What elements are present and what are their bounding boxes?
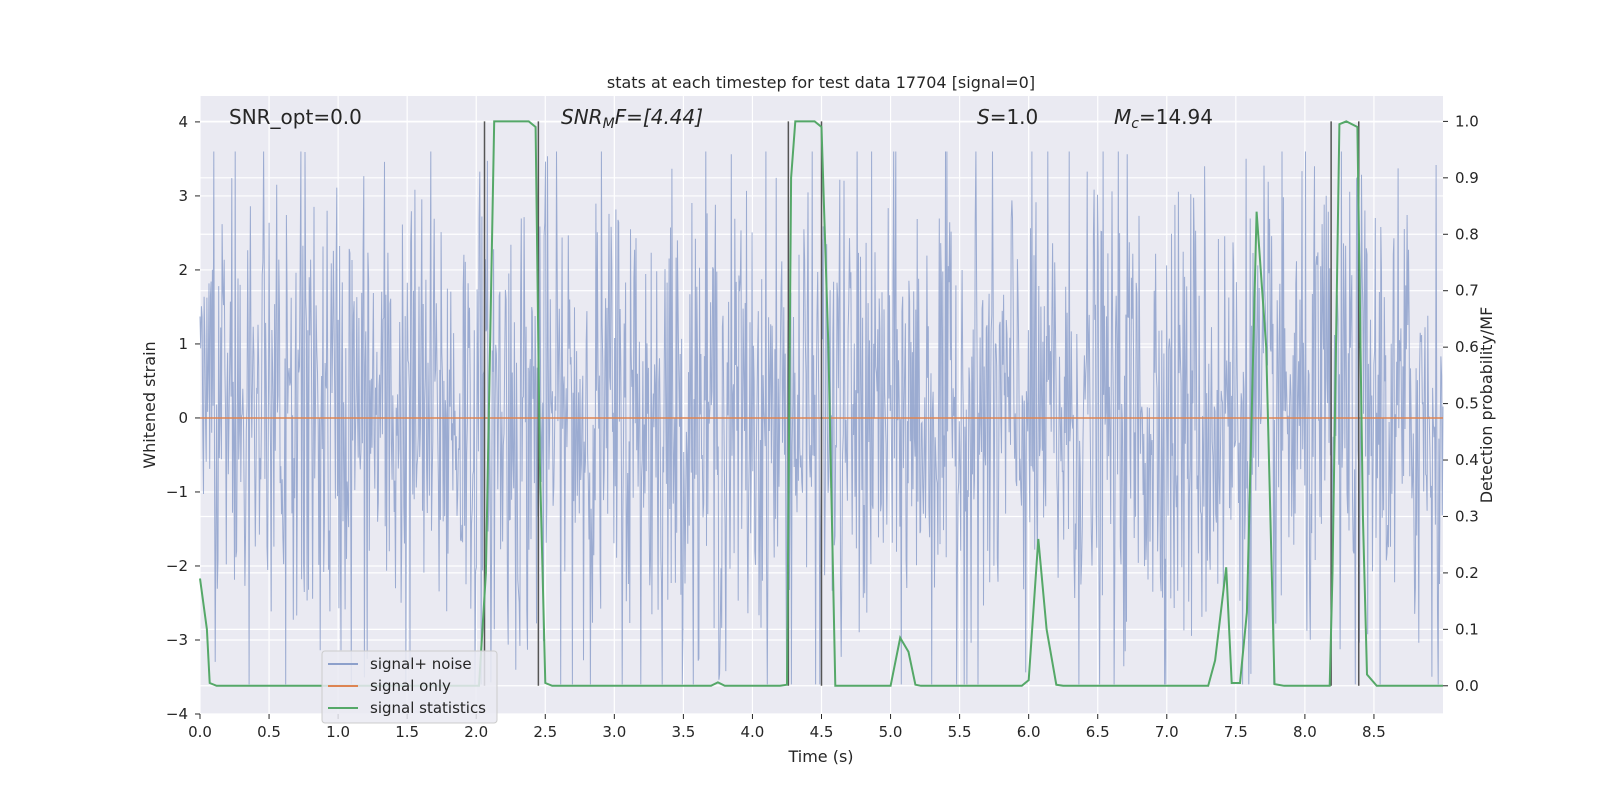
legend-label-signal-statistics: signal statistics <box>370 699 486 717</box>
y-right-tick-label: 1.0 <box>1455 112 1479 130</box>
y-left-tick-labels: 4 3 2 1 0 −1 −2 −3 −4 <box>166 113 200 723</box>
legend: signal+ noise signal only signal statist… <box>321 650 498 724</box>
x-tick-labels: 0.0 0.5 1.0 1.5 2.0 2.5 3.0 3.5 4.0 4.5 5.0 5.5 6.0 6… <box>188 714 1386 741</box>
x-tick-label: 4.5 <box>810 723 834 741</box>
x-tick-label: 5.5 <box>948 723 972 741</box>
series-signal-statistics-line <box>199 120 1443 687</box>
y-right-tick-label: 0.0 <box>1455 677 1479 695</box>
x-tick-label: 7.0 <box>1155 723 1179 741</box>
x-axis-label: Time (s) <box>787 747 853 766</box>
annotation-mc: Mc=14.94 <box>1114 105 1213 132</box>
legend-label-signal-only: signal only <box>370 677 451 695</box>
x-tick-label: 8.5 <box>1362 723 1386 741</box>
y-left-tick-label: 1 <box>178 335 188 353</box>
x-tick-label: 7.5 <box>1224 723 1248 741</box>
annotation-snr-opt: SNR_opt=0.0 <box>229 105 362 129</box>
y-left-tick-label: −2 <box>166 557 188 575</box>
y-left-tick-label: −4 <box>166 705 188 723</box>
y-left-tick-label: −3 <box>166 631 188 649</box>
chart-title: stats at each timestep for test data 177… <box>607 73 1035 92</box>
legend-label-signal-noise: signal+ noise <box>370 655 472 673</box>
x-tick-label: 6.5 <box>1086 723 1110 741</box>
y-right-tick-label: 0.7 <box>1455 282 1479 300</box>
y-right-axis-label: Detection probability/MF <box>1477 307 1496 504</box>
y-right-tick-label: 0.5 <box>1455 395 1479 413</box>
y-right-tick-label: 0.2 <box>1455 564 1479 582</box>
x-tick-label: 1.0 <box>326 723 350 741</box>
x-tick-label: 4.0 <box>741 723 765 741</box>
y-left-tick-label: 4 <box>178 113 188 131</box>
x-tick-label: 3.5 <box>671 723 695 741</box>
y-left-tick-label: 2 <box>178 261 188 279</box>
y-right-tick-labels: 1.0 0.9 0.8 0.7 0.6 0.5 0.4 0.3 0.2 0.1 0.0 <box>1443 112 1479 695</box>
y-right-tick-label: 0.8 <box>1455 225 1479 243</box>
annotation-s: S=1.0 <box>977 105 1038 129</box>
legend-box <box>321 650 498 724</box>
y-right-tick-label: 0.4 <box>1455 451 1479 469</box>
y-left-tick-label: −1 <box>166 483 188 501</box>
x-tick-label: 3.0 <box>602 723 626 741</box>
x-tick-label: 6.0 <box>1017 723 1041 741</box>
y-left-tick-label: 0 <box>178 409 188 427</box>
x-tick-label: 1.5 <box>395 723 419 741</box>
annotation-snr-mf: SNRMF=[4.44] <box>561 105 703 132</box>
y-right-tick-label: 0.3 <box>1455 507 1479 525</box>
y-right-tick-label: 0.1 <box>1455 620 1479 638</box>
y-right-tick-label: 0.9 <box>1455 169 1479 187</box>
x-tick-label: 2.5 <box>533 723 557 741</box>
y-right-tick-label: 0.6 <box>1455 338 1479 356</box>
y-left-tick-label: 3 <box>178 187 188 205</box>
x-tick-label: 0.0 <box>188 723 212 741</box>
x-tick-label: 0.5 <box>257 723 281 741</box>
y-axis-label: Whitened strain <box>140 341 159 468</box>
x-tick-label: 5.0 <box>879 723 903 741</box>
x-tick-label: 2.0 <box>464 723 488 741</box>
x-tick-label: 8.0 <box>1293 723 1317 741</box>
